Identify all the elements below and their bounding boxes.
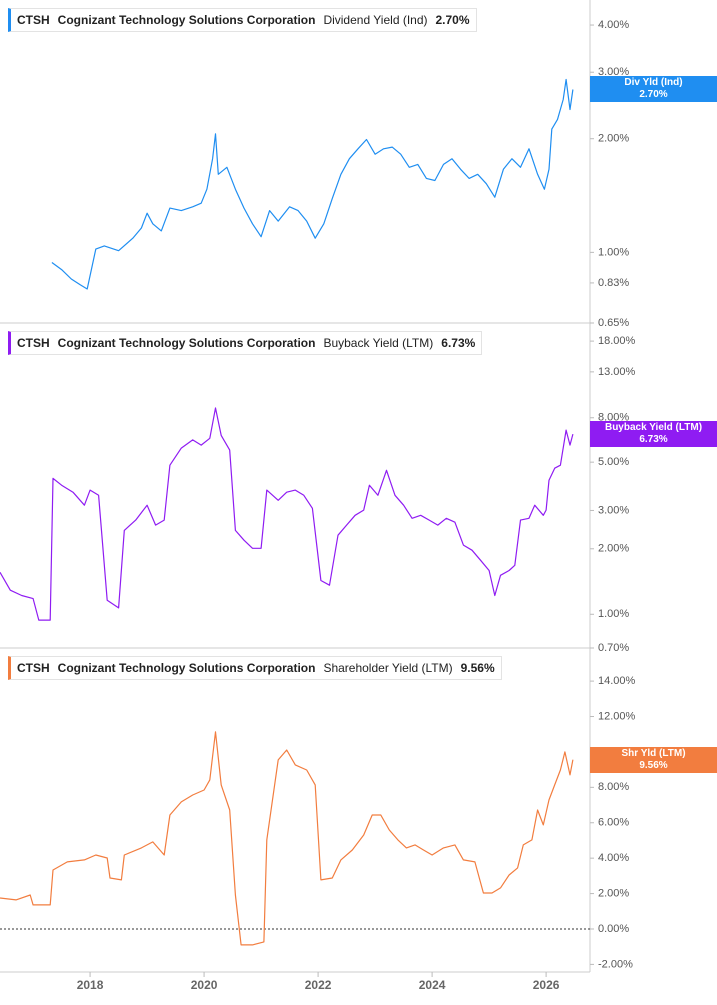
last-value-tag: Shr Yld (LTM) 9.56% bbox=[590, 746, 717, 773]
company: Cognizant Technology Solutions Corporati… bbox=[57, 661, 316, 675]
y-tick-label: 4.00% bbox=[598, 19, 629, 31]
x-tick-label: 2022 bbox=[305, 978, 332, 992]
y-tick-label: 2.00% bbox=[598, 887, 629, 899]
last-value: 6.73% bbox=[441, 336, 476, 350]
x-tick-label: 2024 bbox=[419, 978, 446, 992]
company: Cognizant Technology Solutions Corporati… bbox=[57, 13, 316, 27]
last-value: 2.70% bbox=[435, 13, 470, 27]
y-tick-label: -2.00% bbox=[598, 958, 633, 970]
legend-header: CTSH Cognizant Technology Solutions Corpo… bbox=[8, 331, 483, 355]
y-tick-label: 18.00% bbox=[598, 335, 636, 347]
y-tick-label: 0.70% bbox=[598, 642, 629, 654]
company-wrap: Cognizant Technology Solutions Corporati… bbox=[58, 13, 316, 27]
tag-value: 9.56% bbox=[639, 759, 668, 771]
series-line bbox=[0, 731, 574, 946]
legend-header: CTSH Cognizant Technology Solutions Corpo… bbox=[8, 8, 477, 32]
last-value-tag: Buyback Yield (LTM) 6.73% bbox=[590, 421, 717, 448]
y-tick-label: 2.00% bbox=[598, 133, 629, 145]
ticker-wrap: CTSH bbox=[17, 13, 50, 27]
y-tick-label: 3.00% bbox=[598, 66, 629, 78]
ticker: CTSH bbox=[17, 336, 50, 350]
y-tick-label: 0.00% bbox=[598, 923, 629, 935]
last-value: 9.56% bbox=[460, 661, 495, 675]
tag-name: Div Yld (Ind) bbox=[624, 77, 683, 89]
series-name: Buyback Yield (LTM) bbox=[323, 336, 434, 350]
y-tick-label: 8.00% bbox=[598, 781, 629, 793]
legend-header: CTSH Cognizant Technology Solutions Corpo… bbox=[8, 656, 502, 680]
series-name: Dividend Yield (Ind) bbox=[323, 13, 428, 27]
y-tick-label: 0.65% bbox=[598, 317, 629, 329]
y-tick-label: 6.00% bbox=[598, 817, 629, 829]
series-line bbox=[51, 78, 574, 290]
last-value-tag: Div Yld (Ind) 2.70% bbox=[590, 76, 717, 103]
tag-name: Shr Yld (LTM) bbox=[621, 747, 686, 759]
company: Cognizant Technology Solutions Corporati… bbox=[57, 336, 316, 350]
y-tick-label: 13.00% bbox=[598, 366, 636, 378]
y-tick-label: 12.00% bbox=[598, 710, 636, 722]
y-tick-label: 8.00% bbox=[598, 412, 629, 424]
y-tick-label: 0.83% bbox=[598, 277, 629, 289]
company-wrap: Cognizant Technology Solutions Corporati… bbox=[58, 336, 316, 350]
ticker: CTSH bbox=[17, 13, 50, 27]
series-line bbox=[0, 407, 574, 621]
tag-name: Buyback Yield (LTM) bbox=[604, 422, 703, 434]
y-tick-label: 14.00% bbox=[598, 675, 636, 687]
ticker-wrap: CTSH bbox=[17, 661, 50, 675]
series-name: Shareholder Yield (LTM) bbox=[323, 661, 453, 675]
x-tick-label: 2020 bbox=[191, 978, 218, 992]
y-tick-label: 1.00% bbox=[598, 608, 629, 620]
x-tick-label: 2026 bbox=[533, 978, 560, 992]
tag-value: 6.73% bbox=[639, 434, 668, 446]
y-tick-label: 5.00% bbox=[598, 456, 629, 468]
y-tick-label: 3.00% bbox=[598, 504, 629, 516]
ticker: CTSH bbox=[17, 661, 50, 675]
y-tick-label: 1.00% bbox=[598, 246, 629, 258]
tag-value: 2.70% bbox=[639, 89, 668, 101]
x-tick-label: 2018 bbox=[77, 978, 104, 992]
y-tick-label: 2.00% bbox=[598, 543, 629, 555]
y-tick-label: 4.00% bbox=[598, 852, 629, 864]
ticker-wrap: CTSH bbox=[17, 336, 50, 350]
company-wrap: Cognizant Technology Solutions Corporati… bbox=[58, 661, 316, 675]
